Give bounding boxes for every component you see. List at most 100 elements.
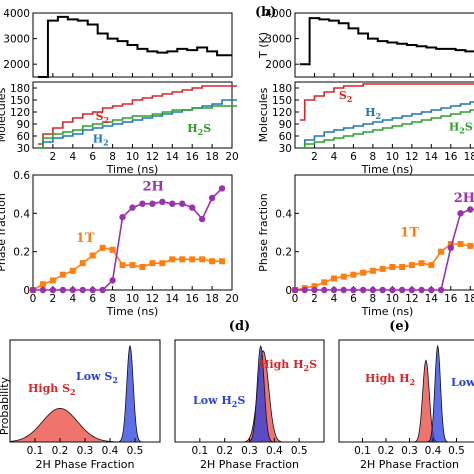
a_mol-xtick-label-2: 6 (89, 151, 96, 163)
b_phase-point-1t-4 (330, 275, 337, 282)
b_phase-point-2h-18 (467, 206, 474, 213)
b_phase-ytick-label-0: 0 (285, 285, 292, 297)
b_mol-label-h2s: H2S (449, 120, 473, 135)
b_mol-ytick-label-1: 60 (279, 131, 292, 143)
a_phase-xtick-label-6: 12 (146, 293, 159, 305)
a_mol-label-h2s: H2S (187, 122, 211, 137)
b_mol-xlabel: Time (ns) (361, 163, 414, 176)
a_phase-xtick-label-3: 6 (89, 293, 96, 305)
e_dist-xtick-label-3: 0.4 (425, 445, 442, 457)
b_phase-point-2h-9 (379, 286, 386, 294)
a_phase-point-1t-17 (199, 256, 206, 263)
a_phase-point-2h-12 (149, 200, 156, 207)
a_mol-ytick-label-2: 90 (17, 119, 30, 131)
b_mol-label-s2-base: S (339, 89, 347, 102)
a_phase-xtick-label-4: 8 (109, 293, 116, 305)
b_mol-label-s2: S2 (339, 89, 353, 104)
c_dist-xtick-label-2: 0.3 (77, 445, 94, 457)
b_phase-xtick-label-4: 8 (370, 293, 377, 305)
a_phase-xtick-label-0: 0 (30, 293, 37, 305)
a_mol-label-h2s-sub: 2 (198, 127, 204, 137)
b_mol-label-s2-sub: 2 (347, 94, 353, 104)
b_phase-point-2h-15 (437, 286, 445, 294)
d_dist-label-low-base: Low H (193, 394, 232, 407)
b_mol-label-h2s-base: H (449, 120, 459, 133)
a_mol-xlabel: Time (ns) (106, 163, 159, 176)
b_mol-ytick-label-5: 180 (272, 83, 292, 95)
b_phase-xtick-label-9: 18 (464, 293, 474, 305)
a_phase-xtick-label-2: 4 (69, 293, 76, 305)
b_phase-xtick-label-7: 14 (425, 293, 439, 305)
e_dist-label-low: Low (451, 376, 474, 389)
b_mol-xtick-label-2: 6 (350, 151, 357, 163)
b_mol-label-h2: H2 (365, 106, 381, 121)
b_phase-point-2h-13 (418, 286, 425, 294)
b_phase-label-1t: 1T (400, 225, 419, 240)
a_phase-point-1t-8 (109, 246, 116, 253)
a_phase-point-1t-9 (119, 262, 126, 269)
b_phase-xtick-label-8: 16 (444, 293, 458, 305)
a_phase-point-1t-11 (139, 264, 146, 270)
a_mol-xtick-label-9: 20 (225, 151, 238, 163)
b_phase-point-2h-8 (369, 286, 377, 294)
b_mol-xtick-label-8: 18 (464, 151, 474, 163)
b_mol-xtick-label-3: 8 (370, 151, 377, 163)
b_phase-xtick-label-1: 2 (311, 293, 318, 305)
b_mol-xtick-label-7: 16 (444, 151, 458, 163)
d_dist-label-low-sub: 2 (232, 399, 238, 409)
b_mol-xtick-label-6: 14 (425, 151, 439, 163)
d_dist-label-high: High H2S (259, 358, 317, 373)
d_dist-label-high-base: High H (259, 358, 303, 371)
a_phase-ylabel: Phase fraction (0, 193, 8, 272)
e_dist-label-high-base: High H (365, 372, 409, 385)
c_dist-xtick-label-1: 0.2 (52, 445, 69, 457)
b_phase-series-2h-line (295, 208, 474, 291)
b_mol-xtick-label-5: 12 (405, 151, 418, 163)
d_dist-xtick-label-0: 0.1 (191, 445, 208, 457)
a_phase-point-2h-9 (119, 213, 126, 221)
a_mol-label-h2s-base: H (187, 122, 197, 135)
b_phase-xtick-label-2: 4 (331, 293, 338, 305)
a_mol-xtick-label-7: 16 (186, 151, 200, 163)
a_phase-point-2h-1 (39, 286, 47, 294)
e_dist-xtick-label-0: 0.1 (354, 445, 371, 457)
a_phase-series-1t-line (32, 246, 223, 291)
a_mol-label-s2: S2 (96, 110, 110, 125)
a_phase-point-1t-5 (79, 260, 86, 267)
d_dist-label-low: Low H2S (193, 394, 245, 409)
b_phase-point-2h-12 (408, 286, 416, 294)
a_phase-point-2h-13 (159, 198, 166, 206)
b_mol-xtick-label-0: 2 (311, 151, 318, 163)
a_phase-xtick-label-5: 10 (126, 293, 139, 305)
b_phase-point-2h-5 (340, 286, 347, 294)
b_temp-ytick-label-0: 2000 (265, 59, 292, 71)
a_phase-point-1t-4 (69, 267, 76, 274)
d_dist-xtick-label-3: 0.4 (266, 445, 283, 457)
a_phase-xtick-label-10: 20 (225, 293, 238, 305)
b_mol-series-h2s (299, 109, 474, 149)
a_phase-point-2h-6 (89, 286, 96, 294)
b_mol-ytick-label-0: 30 (279, 143, 292, 155)
c_dist-xtick-label-0: 0.1 (27, 445, 44, 457)
a_phase-point-2h-3 (59, 286, 67, 294)
a_temp-ytick-label-0: 2000 (3, 59, 30, 71)
b_phase-point-1t-17 (457, 241, 464, 247)
a_phase-point-1t-18 (209, 258, 216, 265)
d_dist-frame (174, 339, 325, 443)
b_mol-series-s2 (299, 83, 474, 121)
b_phase-ytick-label-2: 0.4 (275, 208, 292, 220)
d_dist-panel-label: (d) (229, 319, 250, 334)
a_phase-point-2h-5 (79, 286, 86, 294)
e_dist-label-high-sub: 2 (409, 377, 415, 387)
a_mol-series-h2s (37, 105, 237, 149)
a_mol-ytick-label-0: 30 (17, 143, 30, 155)
d_dist-xtick-label-4: 0.5 (291, 445, 308, 457)
a_mol-xtick-label-3: 8 (109, 151, 116, 163)
b_temp-series-line (299, 17, 474, 66)
a_mol-xtick-label-8: 18 (205, 151, 218, 163)
a_mol-label-h2-sub: 2 (103, 137, 109, 147)
c_dist-label-high: High S2 (28, 382, 76, 397)
b_phase-point-1t-6 (350, 271, 357, 278)
b_phase-point-1t-7 (360, 269, 367, 276)
c_dist-xtick-label-3: 0.4 (102, 445, 119, 457)
